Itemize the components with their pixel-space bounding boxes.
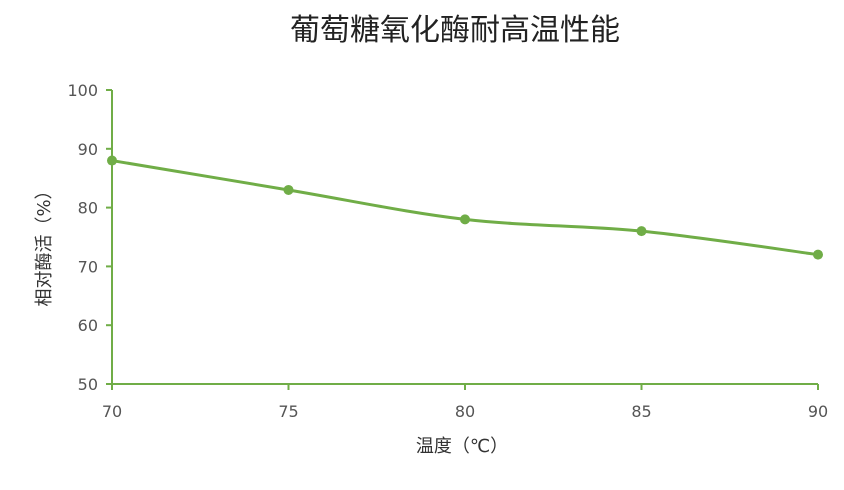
y-tick-label: 100 [67, 81, 98, 100]
x-tick-label: 80 [455, 402, 475, 421]
x-tick-label: 70 [102, 402, 122, 421]
y-tick-label: 60 [78, 316, 98, 335]
x-tick-label: 75 [278, 402, 298, 421]
data-point [813, 249, 823, 260]
x-ticks: 70 75 80 85 90 [102, 384, 828, 421]
data-points [107, 155, 823, 260]
x-axis-label: 温度（℃） [416, 436, 508, 457]
x-tick-label: 90 [808, 402, 828, 421]
y-ticks: 50 60 70 80 90 100 [67, 81, 112, 394]
y-tick-label: 90 [78, 140, 98, 159]
y-tick-label: 80 [78, 199, 98, 218]
y-tick-label: 70 [78, 257, 98, 276]
data-point [107, 155, 117, 166]
x-tick-label: 85 [631, 402, 651, 421]
data-point [283, 184, 294, 195]
data-point [636, 226, 647, 237]
y-axis-label: 相对酶活（%） [34, 181, 55, 306]
data-point [460, 214, 470, 225]
chart-title: 葡萄糖氧化酶耐高温性能 [290, 13, 620, 48]
y-tick-label: 50 [78, 375, 98, 394]
series-line [110, 159, 820, 257]
